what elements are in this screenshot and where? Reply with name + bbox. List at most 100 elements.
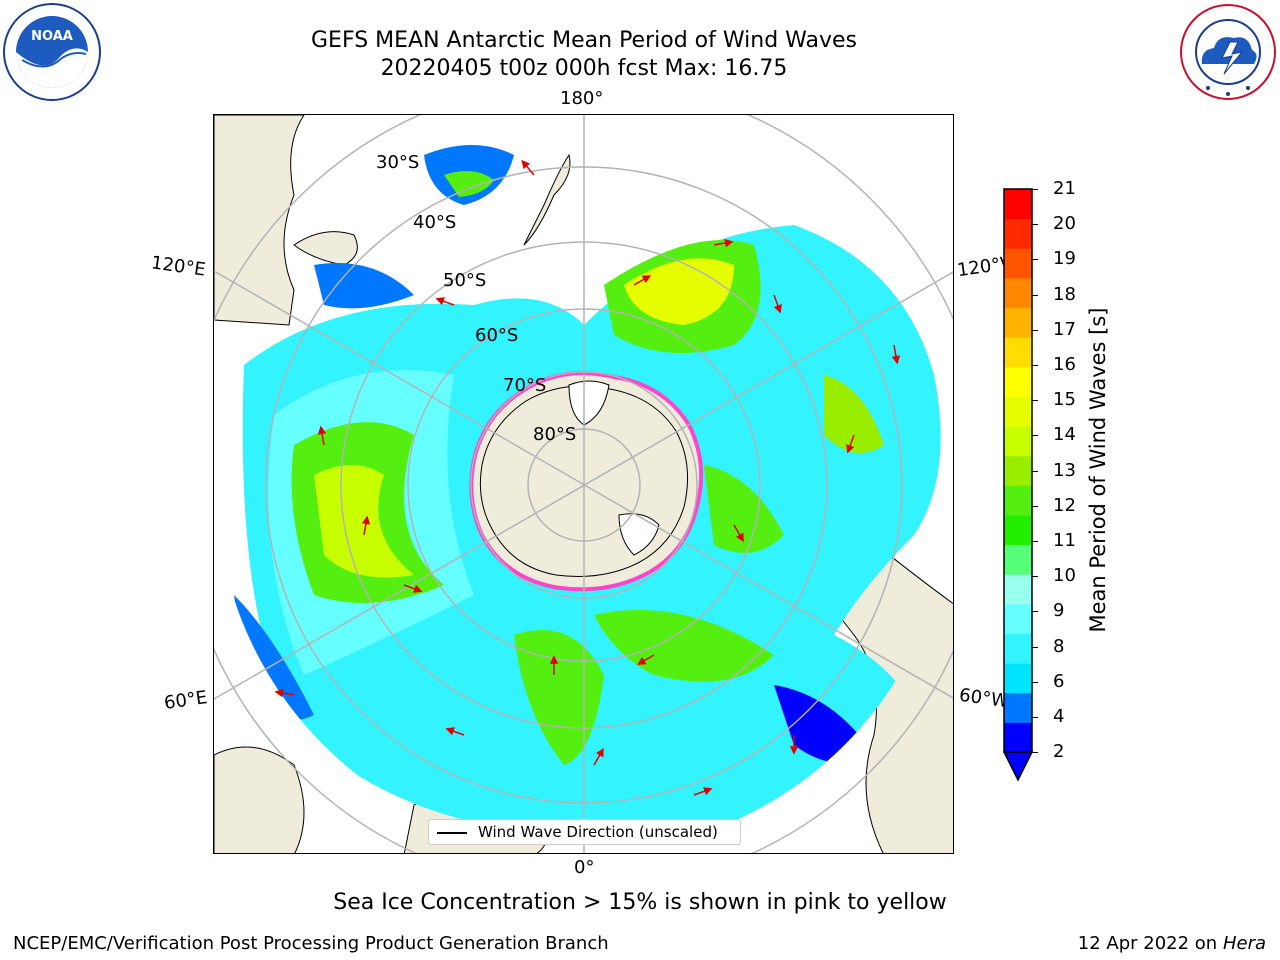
wind-arrow [403,584,423,593]
legend-label: Wind Wave Direction (unscaled) [478,823,718,841]
colorbar-tick-mark [1032,611,1038,613]
colorbar-tick-label: 13 [1053,459,1076,481]
colorbar-band [1004,692,1032,723]
colorbar-band [1004,544,1032,575]
colorbar-label: Mean Period of Wind Waves [s] [1086,307,1110,633]
colorbar-band [1004,307,1032,338]
colorbar-tick-mark [1032,365,1038,366]
colorbar-tick-label: 20 [1053,213,1076,235]
wind-arrow [789,735,799,755]
lat-label-50s: 50°S [443,270,487,291]
colorbar-tick-mark [1032,576,1038,578]
nws-logo-icon [1180,4,1276,100]
wind-arrow [549,655,559,675]
colorbar-tick-mark [1032,189,1038,190]
lat-label-70s: 70°S [503,375,547,396]
wind-arrow [636,654,655,665]
colorbar-tick-label: 10 [1053,565,1076,587]
lon-label-60e: 60°E [162,687,209,714]
wind-arrow [633,275,652,286]
sea-ice-note: Sea Ice Concentration > 15% is shown in … [333,890,947,915]
wind-arrow [713,238,734,248]
colorbar-tick-label: 14 [1053,424,1076,446]
colorbar-bands [1002,189,1034,782]
colorbar-tick-label: 6 [1053,670,1065,692]
colorbar-tick-mark [1032,224,1038,226]
colorbar-band [1004,337,1032,368]
colorbar-tick-label: 12 [1053,494,1076,516]
colorbar-tick-label: 19 [1053,248,1076,270]
colorbar-tick-label: 17 [1053,318,1076,340]
wind-arrow [846,434,855,454]
colorbar-tick-label: 15 [1053,389,1076,411]
lat-label-80s: 80°S [533,424,577,445]
colorbar-tick-label: 11 [1053,530,1076,551]
colorbar-band [1004,277,1032,309]
footer-machine: Hera [1222,933,1266,954]
wind-arrow [773,294,782,314]
lat-label-30s: 30°S [376,152,420,173]
wind-wave-arrows [274,159,901,796]
colorbar-tick-label: 21 [1053,178,1076,199]
colorbar-tick-mark [1032,717,1038,718]
colorbar-tick-mark [1032,541,1038,542]
colorbar-tick-mark [1032,294,1038,296]
colorbar-tick-label: 18 [1053,283,1076,305]
polar-map: Wind Wave Direction (unscaled) [213,114,954,854]
colorbar-band [1004,485,1032,516]
antarctica [469,371,704,592]
colorbar-band [1004,426,1032,457]
colorbar [1002,188,1034,782]
colorbar-tick-mark [1032,435,1038,437]
wind-arrow [891,344,901,365]
colorbar-band [1004,603,1032,634]
wind-arrow [693,787,713,796]
chart-title: GEFS MEAN Antarctic Mean Period of Wind … [311,28,857,53]
wind-arrow [521,159,535,176]
footer-date-text: 12 Apr 2022 on [1077,933,1223,954]
map-canvas [214,115,953,853]
colorbar-band [1004,514,1032,546]
colorbar-tick-mark [1032,681,1038,683]
colorbar-tick-label: 9 [1053,600,1065,622]
chart-subtitle: 20220405 t00z 000h fcst Max: 16.75 [380,56,788,81]
lat-label-40s: 40°S [413,212,457,233]
colorbar-tick-mark [1032,329,1038,331]
noaa-logo-text: NOAA [31,29,73,44]
colorbar-band [1004,574,1032,605]
lon-label-180: 180° [560,88,604,109]
colorbar-band [1004,396,1032,427]
colorbar-outline [1003,188,1033,753]
colorbar-tick-label: 4 [1053,706,1065,727]
legend-line-sample [437,832,467,834]
colorbar-tick-mark [1032,505,1038,507]
colorbar-band [1004,633,1032,664]
lat-label-60s: 60°S [475,325,519,346]
colorbar-tick-label: 2 [1053,741,1065,763]
wind-arrow [317,425,327,446]
wind-arrow [445,727,465,736]
map-legend: Wind Wave Direction (unscaled) [428,819,741,845]
colorbar-extend-arrow [1002,751,1034,782]
colorbar-tick-mark [1032,400,1038,402]
colorbar-tick-mark [1032,259,1038,261]
wind-arrow [593,747,604,766]
colorbar-tick-mark [1032,646,1038,648]
colorbar-tick-label: 16 [1053,354,1076,375]
colorbar-band [1004,722,1032,753]
footer-date: 12 Apr 2022 on Hera [1078,933,1266,954]
wind-arrow [733,524,744,543]
colorbar-band [1004,189,1032,220]
footer-organization: NCEP/EMC/Verification Post Processing Pr… [13,933,609,954]
colorbar-band [1004,663,1032,694]
graticule [214,115,953,853]
colorbar-tick-label: 8 [1053,635,1065,657]
lon-label-0: 0° [574,857,595,878]
colorbar-tick-mark [1032,470,1038,472]
colorbar-band [1004,218,1032,249]
wind-arrow [435,297,455,306]
colorbar-tick-mark [1032,752,1038,754]
wind-arrow [361,515,371,536]
colorbar-band [1004,248,1032,279]
lon-label-120e: 120°E [149,252,207,281]
